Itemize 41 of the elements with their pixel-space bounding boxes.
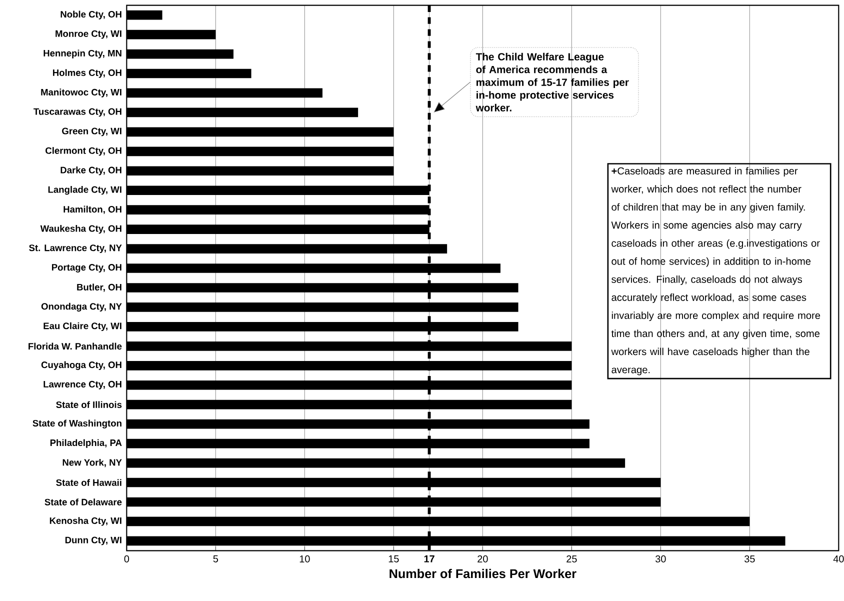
y-tick-label: Langlade Cty, WI <box>48 186 122 195</box>
y-tick-label: Waukesha Cty, OH <box>40 224 122 234</box>
y-tick-label: Monroe Cty, WI <box>56 30 122 39</box>
y-tick-label: Onondaga Cty, NY <box>41 302 122 312</box>
y-tick-label: Green Cty, WI <box>62 128 122 136</box>
x-tick-label: 10 <box>300 555 310 562</box>
x-axis-title: Number of Families Per Worker <box>390 568 576 578</box>
y-tick-label: Portage Cty, OH <box>52 264 122 272</box>
x-tick-label: 25 <box>566 555 577 562</box>
y-tick-label: Hennepin Cty, MN <box>44 50 122 58</box>
y-tick-label: Butler, OH <box>77 284 122 292</box>
text: +Caseloads are measured in families per worker, which does not reflect the number of children that may be in any given family. Workers in some agencies also may carry caseloads in other areas (e.g.investigations or out of home services) in addition to in-home services. Finally, caseloads do not always accurately reflect workload, as some cases invariably are more complex and require more time than others and, at any given time, some workers will have caseloads higher than the average. <box>611 166 820 376</box>
x-tick-label: 17 <box>424 555 434 562</box>
y-tick-label: Cuyahoga Cty, OH <box>41 361 122 370</box>
x-tick-label: 40 <box>833 555 844 562</box>
annotation: The Child Welfare League of America recommends a maximum of 15-17 families per in-home protective services worker. <box>476 52 629 112</box>
y-tick-label: New York, NY <box>62 458 122 467</box>
y-tick-label: Lawrence Cty, OH <box>44 380 122 390</box>
x-tick-label: 15 <box>388 555 399 562</box>
y-tick-label: Philadelphia, PA <box>50 439 122 448</box>
y-tick-label: State of Illinois <box>56 401 122 408</box>
y-tick-label: Noble Cty, OH <box>60 10 122 20</box>
y-tick-label: State of Hawaii <box>56 478 122 486</box>
y-tick-label: St. Lawrence Cty, NY <box>29 244 122 253</box>
x-tick-label: 30 <box>656 555 666 562</box>
y-tick-label: Hamilton, OH <box>64 206 122 214</box>
x-tick-label: 0 <box>124 555 130 562</box>
y-tick-label: Dunn Cty, WI <box>65 536 122 545</box>
y-tick-label: Eau Claire Cty, WI <box>44 322 122 331</box>
y-tick-label: State of Delaware <box>44 498 122 506</box>
y-tick-label: Holmes Cty, OH <box>53 69 122 78</box>
y-tick-label: Tuscarawas Cty, OH <box>34 108 122 117</box>
y-tick-label: Darke Cty, OH <box>60 166 122 176</box>
y-tick-label: Kenosha Cty, WI <box>50 516 122 526</box>
x-tick-label: 35 <box>744 555 755 562</box>
y-tick-label: Clermont Cty, OH <box>46 146 122 156</box>
x-tick-label: 5 <box>213 555 218 562</box>
y-tick-label: Manitowoc Cty, WI <box>41 88 122 98</box>
y-tick-label: Florida W. Panhandle <box>28 342 122 350</box>
y-tick-label: State of Washington <box>32 420 122 428</box>
x-tick-label: 20 <box>478 555 488 562</box>
